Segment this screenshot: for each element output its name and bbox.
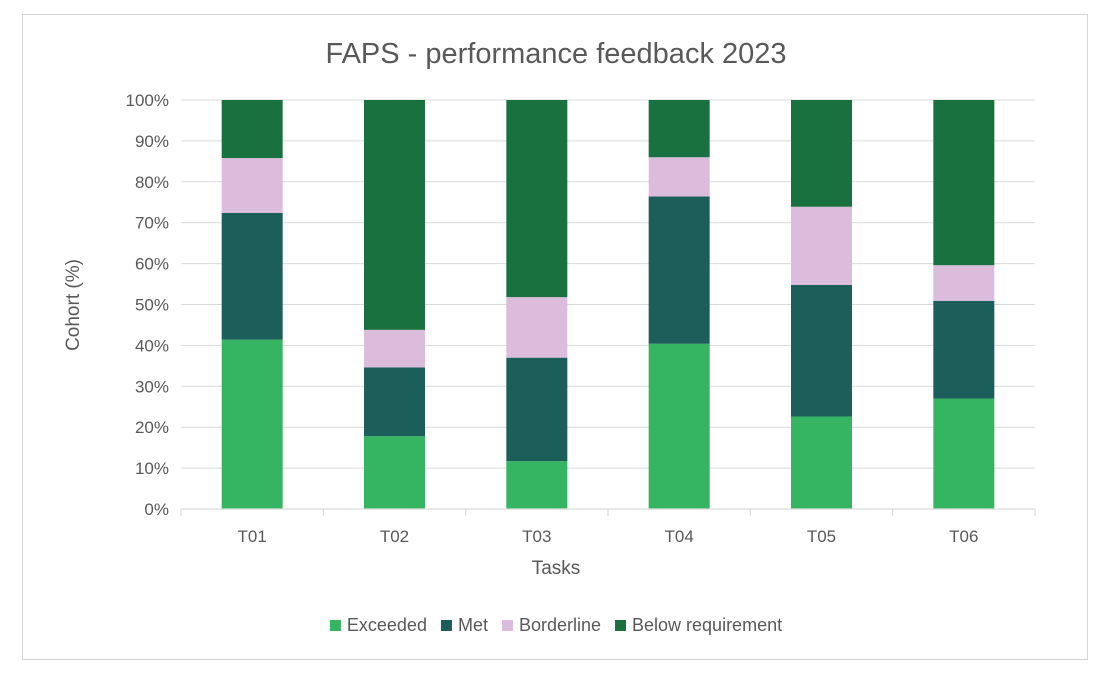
bar-segment-met-t06 [933,300,995,399]
y-tick-label: 20% [135,418,169,437]
x-tick-label: T06 [949,527,978,546]
legend-swatch [615,620,627,631]
legend-label: Met [458,615,488,635]
bar-segment-borderline-t04 [648,157,710,197]
gridlines [181,99,1035,469]
y-tick-label: 30% [135,377,169,396]
bar-segment-exceeded-t03 [506,461,568,509]
x-tick-label: T02 [380,527,409,546]
bar-segment-exceeded-t04 [648,343,710,509]
bar-segment-met-t01 [221,212,283,340]
x-tick-label: T01 [238,527,267,546]
bar-segment-borderline-t03 [506,297,568,358]
y-tick-label: 40% [135,336,169,355]
bar-segment-borderline-t06 [933,265,995,301]
legend: Exceeded Met Borderline Below requirement [329,615,782,635]
bar-segment-exceeded-t06 [933,398,995,509]
x-axis: T01 T02 T03 T04 T05 T06 [180,508,1036,546]
stacked-bar-chart: FAPS - performance feedback 2023 0% 10% 20… [63,38,1036,635]
x-axis-title: Tasks [532,558,581,579]
bar-segment-below-requirement-t01 [221,100,283,159]
x-tick-label: T05 [807,527,836,546]
bar-segment-met-t03 [506,357,568,462]
y-tick-label: 80% [135,173,169,192]
y-tick-label: 60% [135,255,169,274]
legend-label: Exceeded [347,615,427,635]
y-axis-ticks: 0% 10% 20% 30% 40% 50% 60% 70% 80% 90% 100% [126,91,169,519]
bar-segment-borderline-t05 [791,206,852,285]
bar-segment-met-t05 [791,284,852,417]
bar-segment-met-t02 [364,367,425,437]
bar-segment-exceeded-t01 [221,339,283,509]
bar-segment-borderline-t02 [364,329,425,368]
y-axis-title: Cohort (%) [63,259,84,351]
bar-segment-borderline-t01 [221,158,283,213]
bar-segment-below-requirement-t06 [933,100,995,266]
legend-swatch [329,620,341,631]
bar-segment-exceeded-t05 [791,416,852,509]
bars [221,100,995,509]
x-tick-label: T04 [665,527,694,546]
bar-segment-below-requirement-t02 [364,100,425,330]
chart-title: FAPS - performance feedback 2023 [325,38,786,70]
y-tick-label: 0% [144,500,169,519]
x-tick-label: T03 [522,527,551,546]
chart-frame: FAPS - performance feedback 2023 0% 10% 20… [22,14,1088,660]
bar-segment-below-requirement-t03 [506,100,568,298]
y-tick-label: 50% [135,296,169,315]
y-tick-label: 70% [135,214,169,233]
bar-segment-met-t04 [648,196,710,344]
y-tick-label: 10% [135,459,169,478]
bar-segment-exceeded-t02 [364,436,425,509]
legend-swatch [501,620,513,631]
y-tick-label: 90% [135,132,169,151]
bar-segment-below-requirement-t04 [648,100,710,158]
legend-label: Below requirement [632,615,782,635]
legend-swatch [440,620,452,631]
y-tick-label: 100% [126,91,169,110]
bar-segment-below-requirement-t05 [791,100,852,207]
legend-label: Borderline [519,615,601,635]
